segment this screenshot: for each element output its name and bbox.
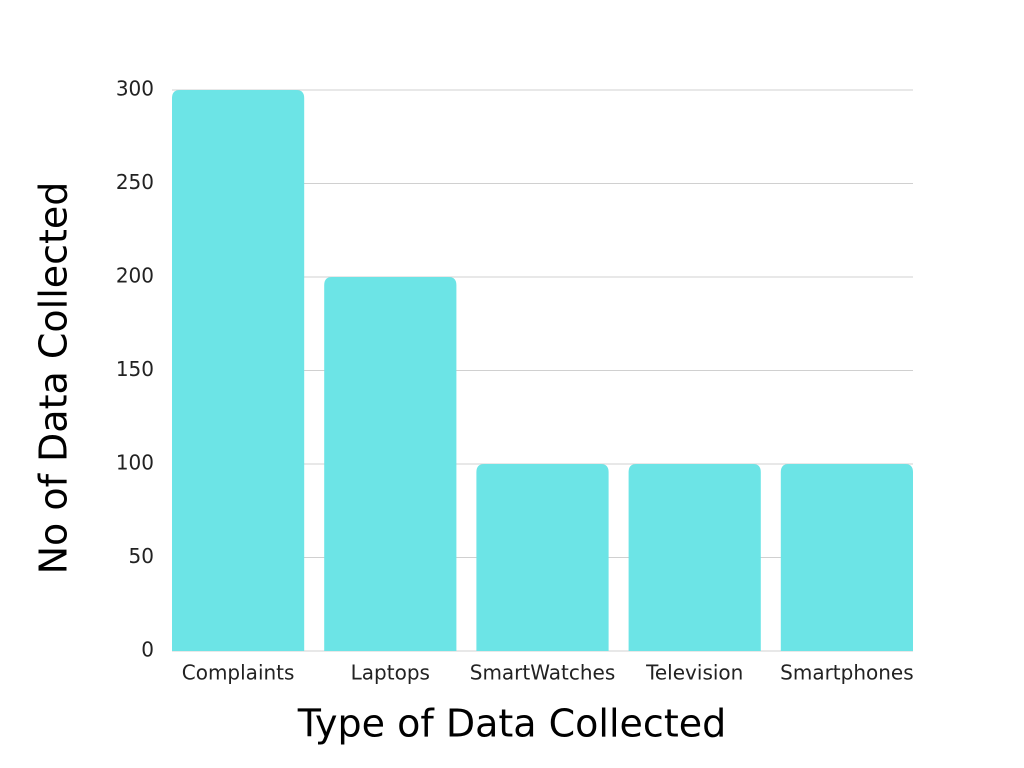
- y-axis-title: No of Data Collected: [32, 182, 76, 575]
- x-tick-label: Smartphones: [780, 661, 914, 685]
- x-tick-label: Laptops: [351, 661, 430, 685]
- y-tick-label: 0: [141, 638, 154, 662]
- bar-television: [628, 464, 761, 651]
- y-tick-label: 200: [116, 264, 154, 288]
- y-tick-label: 50: [129, 544, 154, 568]
- bar-smartphones: [780, 464, 913, 651]
- x-tick-labels: Complaints Laptops SmartWatches Television S…: [182, 661, 914, 685]
- x-axis-title: Type of Data Collected: [297, 702, 726, 746]
- x-tick-label: Complaints: [182, 661, 295, 685]
- y-tick-label: 250: [116, 170, 154, 194]
- x-tick-label: SmartWatches: [470, 661, 616, 685]
- bar-complaints: [172, 90, 305, 651]
- y-tick-label: 300: [116, 77, 154, 101]
- bars: [172, 90, 913, 651]
- x-tick-label: Television: [645, 661, 743, 685]
- y-tick-labels: 0 50 100 150 200 250 300: [116, 77, 154, 662]
- bar-laptops: [324, 277, 457, 651]
- y-tick-label: 100: [116, 451, 154, 475]
- bar-smartwatches: [476, 464, 609, 651]
- y-tick-label: 150: [116, 357, 154, 381]
